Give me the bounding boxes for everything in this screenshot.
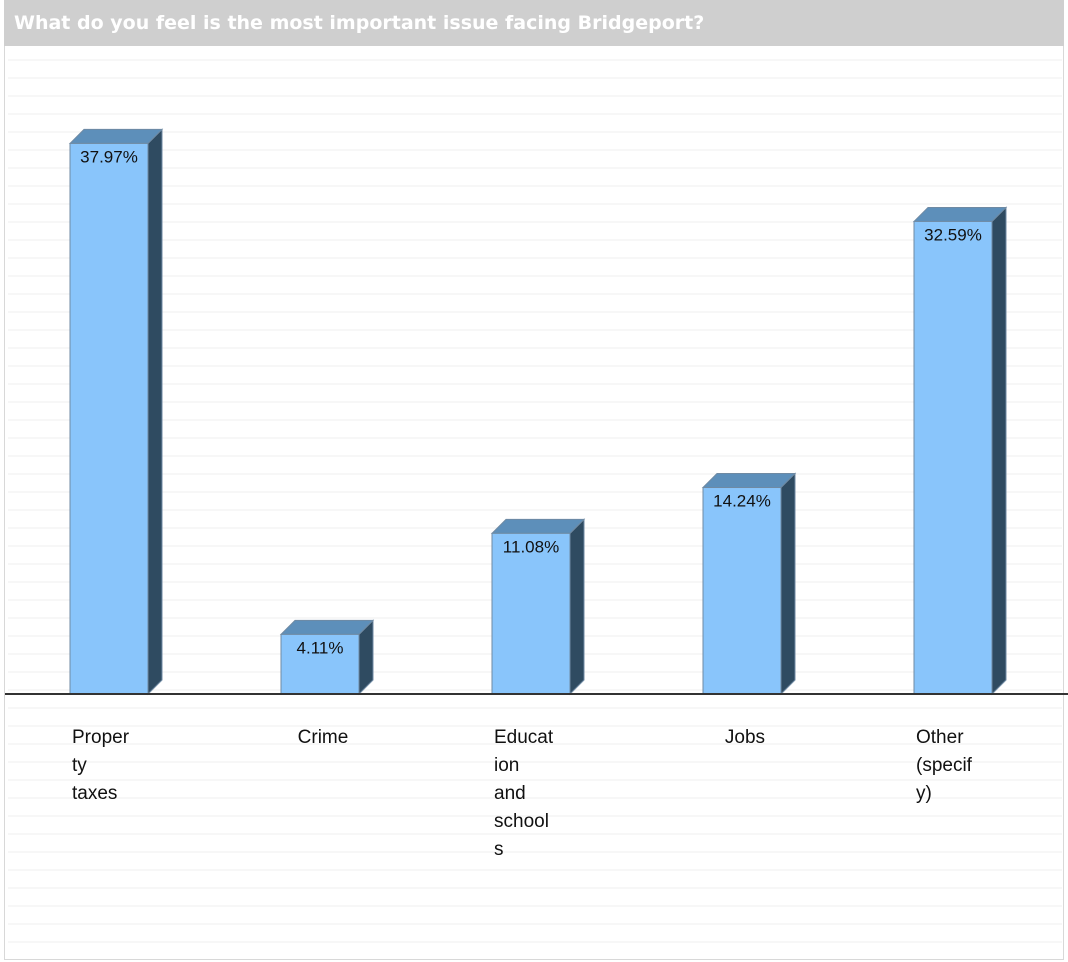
bar-top (912, 206, 1008, 222)
chart-title: What do you feel is the most important i… (4, 0, 1064, 46)
bars: 37.97% 4.11% 11.08% 14.24% 32.59% (68, 128, 1008, 696)
category-label-line: Other (916, 727, 964, 748)
bar-side (147, 128, 163, 696)
bar (69, 142, 149, 695)
category-label-line: y) (916, 783, 932, 804)
bar-group: 32.59% (912, 206, 1008, 696)
category-label-line: Educat (494, 727, 554, 748)
category-label-line: ion (494, 755, 519, 776)
data-label: 11.08% (503, 537, 559, 556)
bar-top (490, 518, 586, 534)
bar-group: 11.08% (490, 518, 586, 696)
gridlines (8, 59, 1062, 943)
bar (702, 487, 782, 695)
category-label-line: s (494, 839, 504, 860)
category-label: Jobs (725, 727, 765, 748)
bar-side (991, 206, 1007, 696)
category-label-line: Jobs (725, 727, 765, 748)
bar-top (701, 473, 797, 489)
category-label: Educat ion and school s (494, 727, 554, 860)
bar-top (68, 128, 164, 144)
category-label-line: Proper (72, 727, 130, 748)
bar-group: 14.24% (701, 472, 797, 696)
category-label: Other (specif y) (916, 727, 973, 804)
chart-frame (4, 0, 1064, 960)
category-label-line: school (494, 811, 549, 832)
category-label-line: (specif (916, 755, 973, 776)
bar-group: 4.11% (279, 619, 375, 696)
category-label: Proper ty taxes (72, 727, 130, 804)
bar-side (780, 472, 796, 696)
category-label: Crime (298, 727, 349, 748)
data-label: 14.24% (713, 492, 771, 511)
category-labels: Proper ty taxes Crime Educat ion and school s Job… (72, 727, 973, 860)
bar (280, 633, 360, 695)
category-label-line: taxes (72, 783, 117, 804)
bar-group: 37.97% (68, 128, 164, 696)
data-label: 4.11% (297, 638, 344, 657)
category-label-line: Crime (298, 727, 349, 748)
category-label-line: and (494, 783, 526, 804)
data-label: 37.97% (80, 147, 138, 166)
data-label: 32.59% (924, 225, 982, 244)
bar (491, 532, 571, 695)
bar-side (569, 518, 585, 696)
bar (913, 220, 993, 695)
bar-top (279, 619, 375, 635)
category-label-line: ty (72, 755, 87, 776)
